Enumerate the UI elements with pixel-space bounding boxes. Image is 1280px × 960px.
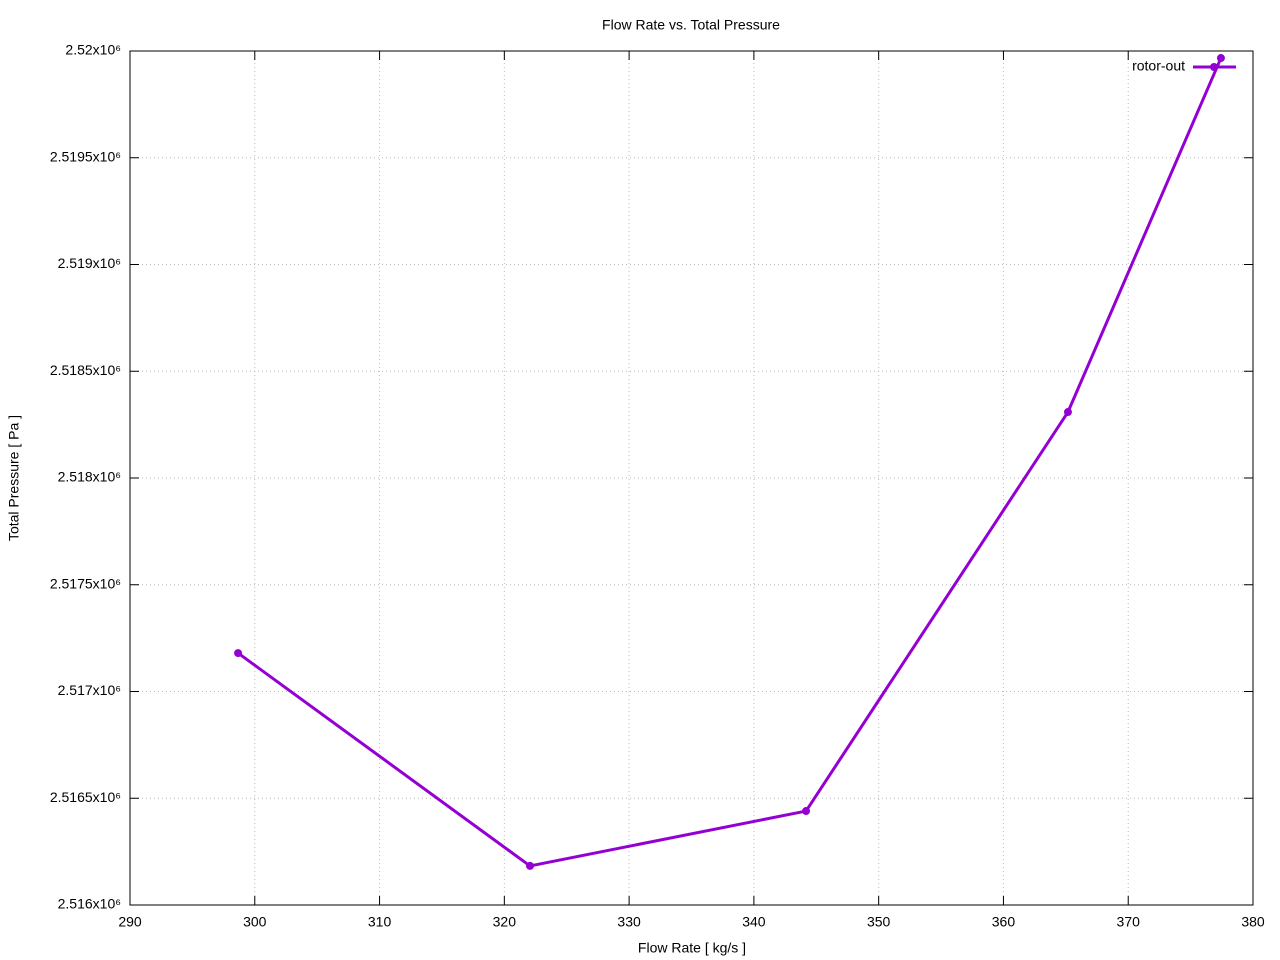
y-tick-label: 2.517x10⁶: [58, 682, 121, 698]
x-tick-label: 290: [118, 914, 142, 930]
legend-label: rotor-out: [1132, 58, 1185, 74]
x-tick-label: 320: [493, 914, 517, 930]
x-tick-label: 310: [368, 914, 392, 930]
x-tick-label: 340: [742, 914, 766, 930]
series-line: [237, 57, 1223, 868]
plot-frame: [129, 50, 1254, 906]
y-tick-label: 2.5195x10⁶: [50, 148, 121, 164]
data-point: [802, 807, 811, 816]
x-tick-label: 370: [1117, 914, 1141, 930]
y-tick-label: 2.5165x10⁶: [50, 789, 121, 805]
y-tick-label: 2.518x10⁶: [58, 469, 121, 485]
x-tick-label: 360: [992, 914, 1016, 930]
y-tick-label: 2.5185x10⁶: [50, 362, 121, 378]
x-tick-label: 300: [243, 914, 267, 930]
data-point: [234, 649, 243, 658]
data-point: [1063, 408, 1072, 417]
chart-title: Flow Rate vs. Total Pressure: [602, 17, 780, 33]
x-axis-label: Flow Rate [ kg/s ]: [638, 940, 746, 956]
y-tick-label: 2.516x10⁶: [58, 896, 121, 912]
x-tick-label: 380: [1241, 914, 1265, 930]
y-tick-label: 2.52x10⁶: [65, 42, 121, 58]
x-tick-label: 330: [617, 914, 641, 930]
legend-marker: [1210, 63, 1218, 71]
data-point: [526, 861, 535, 870]
y-axis-label: Total Pressure [ Pa ]: [6, 415, 22, 541]
data-point: [1216, 54, 1225, 63]
y-tick-label: 2.519x10⁶: [58, 255, 121, 271]
y-tick-label: 2.5175x10⁶: [50, 575, 121, 591]
x-tick-label: 350: [867, 914, 891, 930]
